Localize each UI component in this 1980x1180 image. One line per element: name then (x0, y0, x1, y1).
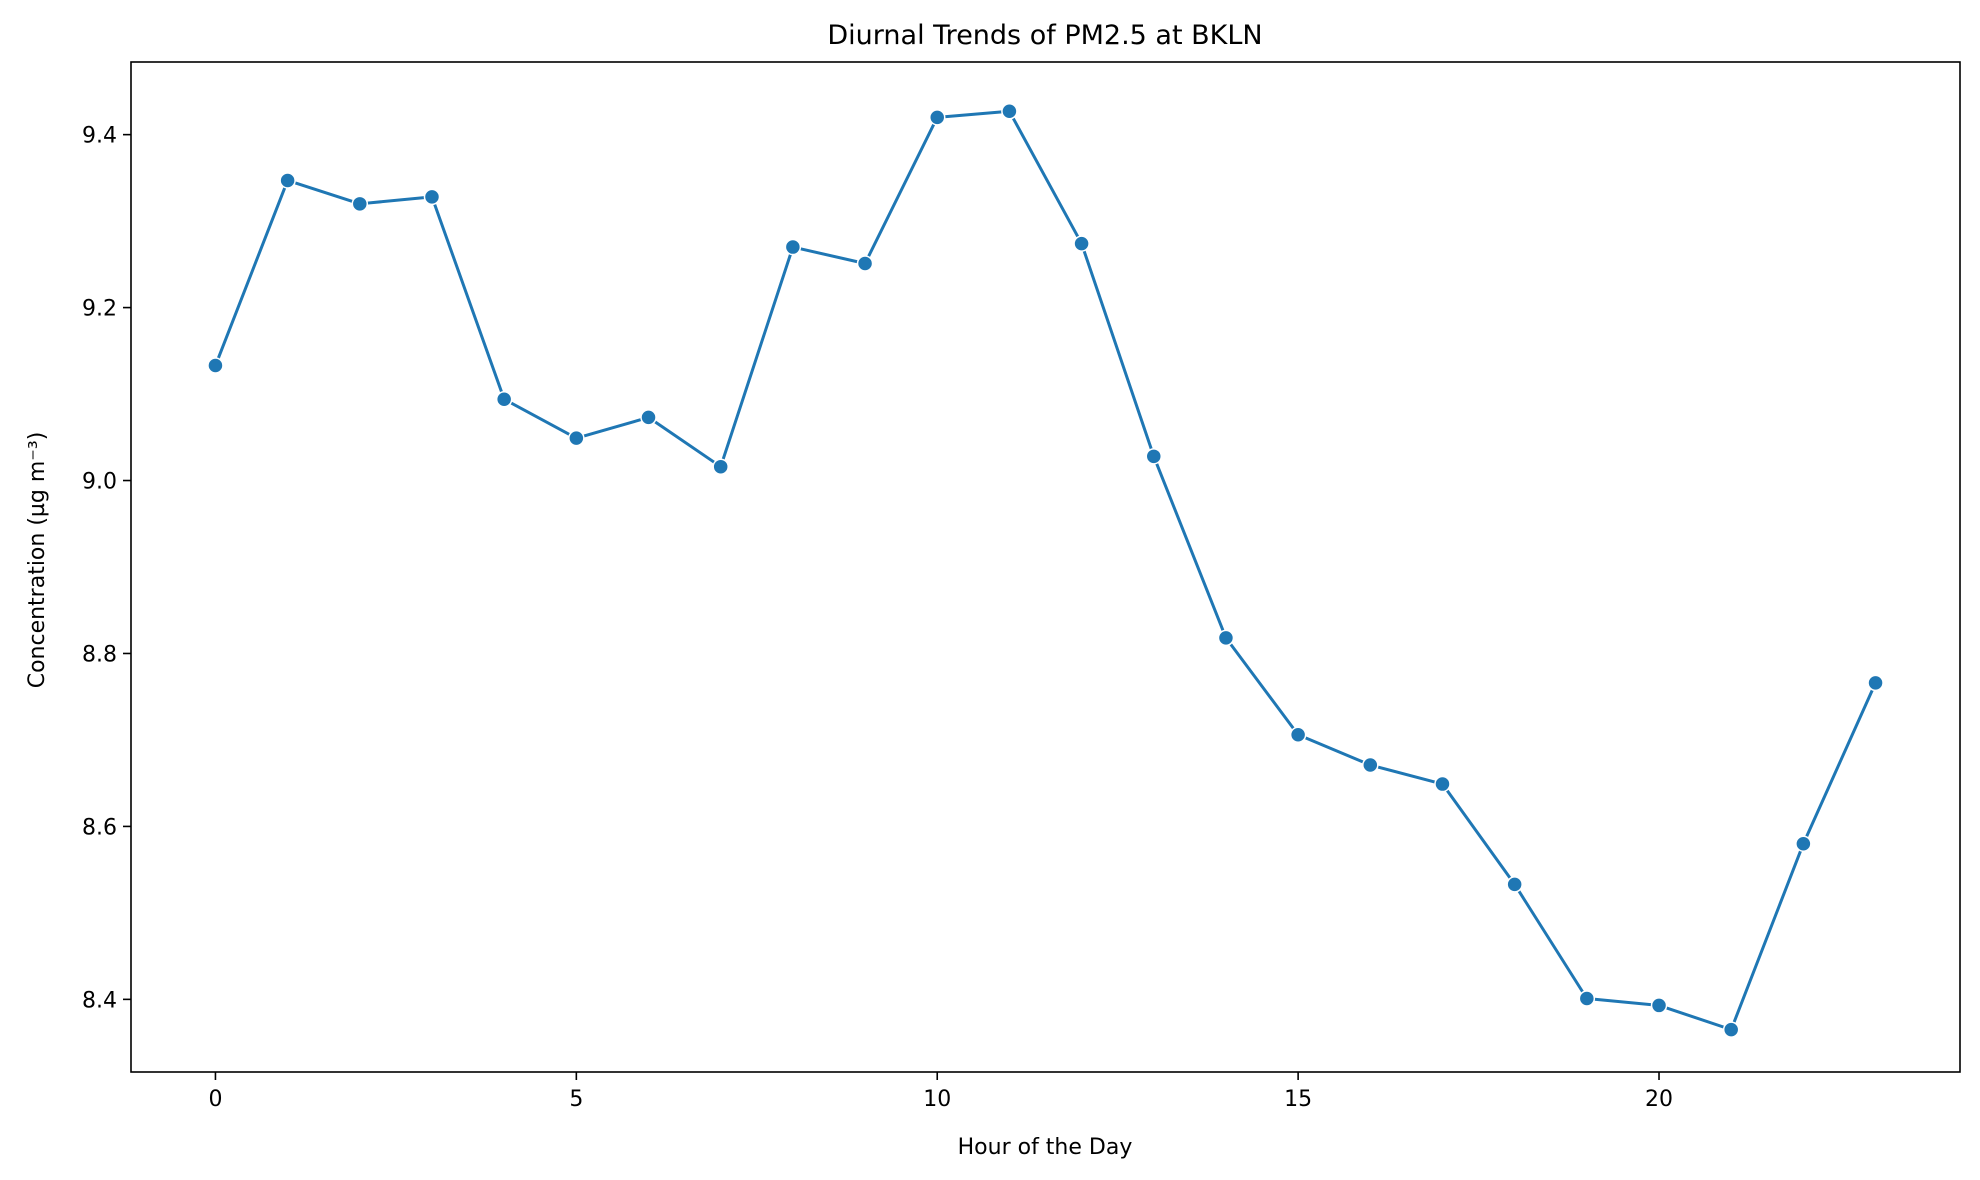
y-tick-label: 9.4 (82, 124, 117, 149)
x-tick-label: 20 (1645, 1087, 1673, 1112)
x-tick-label: 15 (1284, 1087, 1312, 1112)
y-tick-label: 8.6 (82, 815, 117, 840)
y-tick-label: 9.0 (82, 470, 117, 495)
y-tick-label: 9.2 (82, 297, 117, 322)
data-point (1073, 235, 1090, 252)
data-point (712, 458, 729, 475)
data-point (1867, 674, 1884, 692)
data-point (1289, 726, 1307, 744)
data-point (1722, 1021, 1740, 1038)
data-point (1217, 629, 1235, 647)
x-axis: 0 5 10 15 20 (208, 1072, 1673, 1112)
series-layer (207, 103, 1884, 1038)
data-point (1001, 103, 1018, 120)
chart-title: Diurnal Trends of PM2.5 at BKLN (827, 20, 1262, 51)
x-axis-title: Hour of the Day (958, 1135, 1133, 1160)
x-tick-label: 5 (569, 1087, 583, 1112)
data-point (1795, 835, 1812, 852)
data-point (928, 109, 946, 126)
plot-frame (130, 61, 1961, 1073)
data-point (1145, 448, 1163, 465)
data-point (351, 195, 369, 213)
data-point (1650, 997, 1668, 1014)
data-point (856, 255, 874, 272)
x-tick-label: 10 (923, 1087, 951, 1112)
data-point (1434, 775, 1451, 793)
data-point (1506, 876, 1523, 893)
data-point (1362, 756, 1379, 774)
x-tick-label: 0 (208, 1087, 222, 1112)
y-axis: 8.4 8.6 8.8 9.0 9.2 9.4 (82, 124, 131, 1013)
data-point (279, 172, 296, 189)
data-point (207, 357, 224, 374)
data-point (423, 188, 441, 206)
y-tick-label: 8.8 (82, 642, 117, 667)
data-point (495, 390, 513, 408)
y-tick-label: 8.4 (82, 988, 117, 1013)
series-line (214, 109, 1877, 1032)
y-axis-title: Concentration (µg m⁻³) (25, 432, 50, 689)
data-point (1578, 990, 1596, 1007)
data-point (568, 429, 585, 447)
data-point (784, 238, 802, 256)
data-point (640, 409, 657, 426)
